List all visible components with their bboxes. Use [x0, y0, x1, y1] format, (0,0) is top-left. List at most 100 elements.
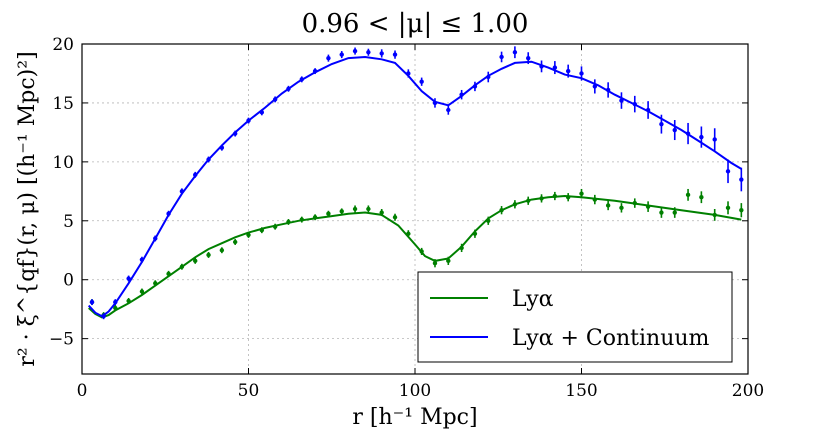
data-point-lya [379, 210, 384, 215]
data-point-lya [565, 195, 571, 200]
data-point-lya [179, 264, 185, 269]
y-tick-label: 15 [52, 94, 74, 114]
data-point-lya-continuum [539, 64, 544, 69]
data-point-lya [286, 219, 291, 225]
data-point-lya-continuum [632, 101, 637, 107]
data-point-lya-continuum [672, 127, 677, 133]
y-tick-label: −5 [49, 330, 74, 350]
data-point-lya-continuum [193, 172, 198, 178]
data-point-lya-continuum [486, 74, 491, 80]
data-point-lya [113, 305, 118, 311]
data-point-lya [419, 249, 424, 254]
data-point-lya [605, 203, 611, 208]
data-point-lya [685, 192, 691, 198]
data-point-lya-continuum [286, 86, 291, 91]
data-point-lya [552, 193, 558, 199]
data-point-lya-continuum [685, 131, 691, 136]
data-point-lya-continuum [739, 177, 744, 182]
x-tick-label: 150 [565, 381, 597, 401]
data-point-lya-continuum [366, 50, 371, 55]
x-tick-label: 50 [238, 381, 260, 401]
data-point-lya [526, 198, 531, 203]
data-point-lya [472, 231, 478, 236]
legend-label-lya-continuum: Lyα + Continuum [512, 326, 710, 351]
data-point-lya [725, 205, 731, 211]
data-point-lya [366, 206, 371, 212]
data-point-lya [579, 191, 584, 196]
x-tick-label: 200 [732, 381, 764, 401]
data-point-lya-continuum [499, 54, 504, 60]
series-lya-continuum [87, 46, 744, 320]
data-point-lya-continuum [406, 71, 411, 76]
y-axis-label: r² · ξ^{qf}(r, μ) [(h⁻¹ Mpc)²] [15, 51, 40, 366]
data-point-lya [166, 271, 171, 277]
data-point-lya [219, 248, 225, 253]
data-point-lya-continuum [446, 107, 451, 113]
data-point-lya [712, 212, 717, 218]
data-point-lya [406, 231, 411, 236]
legend: Lyα Lyα + Continuum [417, 271, 733, 363]
data-point-lya [592, 197, 598, 202]
data-point-lya-continuum [326, 55, 331, 61]
data-point-lya-continuum [126, 276, 131, 281]
x-axis-label: r [h⁻¹ Mpc] [352, 405, 477, 430]
data-point-lya [139, 289, 145, 294]
data-point-lya [392, 215, 398, 220]
data-point-lya [619, 205, 624, 211]
data-point-lya [645, 204, 651, 209]
data-point-lya [299, 217, 304, 222]
data-point-lya-continuum [101, 314, 106, 319]
y-tick-label: 5 [63, 212, 74, 232]
data-point-lya [699, 195, 704, 200]
model-line-lya [88, 194, 742, 319]
data-point-lya-continuum [232, 131, 238, 136]
data-point-lya [672, 210, 677, 215]
data-point-lya [499, 207, 504, 213]
y-tick-label: 20 [52, 35, 74, 55]
data-point-lya [486, 218, 491, 223]
data-point-lya [126, 298, 131, 304]
data-point-lya [259, 228, 265, 233]
data-point-lya-continuum [219, 145, 225, 150]
data-point-lya-continuum [565, 68, 571, 74]
data-point-lya-continuum [605, 87, 611, 93]
chart-title: 0.96 < |μ| ≤ 1.00 [302, 9, 529, 39]
data-point-lya-continuum [206, 157, 211, 162]
data-point-lya-continuum [179, 189, 185, 194]
data-point-lya-continuum [312, 68, 318, 74]
data-point-lya [193, 258, 198, 264]
data-point-lya-continuum [619, 98, 624, 103]
data-point-lya [539, 196, 544, 201]
y-tick-label: 0 [63, 271, 74, 291]
data-point-lya-continuum [419, 79, 424, 84]
data-point-lya [232, 239, 238, 245]
data-point-lya-continuum [512, 50, 518, 55]
data-point-lya [432, 261, 438, 266]
ticks: 0 50 100 150 200 −5 0 5 10 15 20 [49, 35, 764, 401]
data-point-lya-continuum [339, 52, 344, 57]
x-tick-label: 100 [399, 381, 431, 401]
data-point-lya [512, 202, 518, 207]
data-point-lya-continuum [153, 236, 158, 241]
data-point-lya-continuum [392, 52, 398, 57]
data-point-lya-continuum [472, 84, 478, 89]
data-point-lya-continuum [166, 211, 171, 216]
data-point-lya-continuum [113, 299, 118, 305]
data-point-lya-continuum [272, 97, 278, 102]
data-point-lya-continuum [89, 299, 95, 305]
data-point-lya [272, 224, 278, 229]
data-point-lya [632, 200, 637, 206]
data-point-lya [739, 207, 744, 213]
data-point-lya-continuum [552, 65, 558, 70]
data-point-lya-continuum [246, 118, 251, 123]
data-point-lya-continuum [725, 169, 731, 174]
data-point-lya-continuum [579, 71, 584, 76]
legend-label-lya: Lyα [512, 287, 554, 312]
data-point-lya-continuum [645, 107, 651, 113]
data-point-lya [446, 258, 451, 264]
data-point-lya [312, 215, 318, 220]
data-point-lya [659, 210, 664, 215]
data-point-lya [153, 281, 158, 286]
y-tick-label: 10 [52, 153, 74, 173]
